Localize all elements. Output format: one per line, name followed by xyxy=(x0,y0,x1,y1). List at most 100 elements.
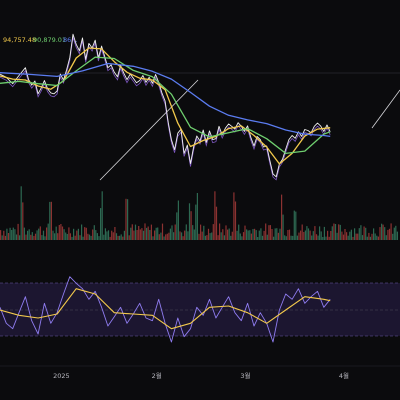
volume-bar xyxy=(330,231,332,240)
volume-bar xyxy=(139,229,141,240)
volume-bar xyxy=(154,230,156,240)
volume-bar xyxy=(22,202,24,240)
rsi-line xyxy=(0,276,331,343)
volume-bar xyxy=(274,228,276,240)
volume-bar xyxy=(3,230,5,240)
volume-bar xyxy=(63,229,65,240)
volume-bar xyxy=(46,227,48,240)
volume-bar xyxy=(42,230,45,240)
trend-line-1[interactable] xyxy=(99,79,199,181)
volume-bar xyxy=(327,230,329,240)
volume-bar xyxy=(198,233,200,240)
volume-bar xyxy=(298,232,300,240)
volume-bar xyxy=(39,226,41,240)
volume-bar xyxy=(185,224,187,240)
volume-bar xyxy=(209,233,211,240)
volume-bar xyxy=(349,231,351,240)
volume-bar xyxy=(4,235,6,240)
rsi-band-fill xyxy=(0,283,400,336)
volume-bar xyxy=(206,235,208,240)
volume-bar xyxy=(61,226,64,240)
volume-bar xyxy=(81,224,83,240)
volume-bar xyxy=(255,230,257,240)
volume-bar xyxy=(360,225,362,240)
volume-bar xyxy=(134,224,137,240)
volume-bar xyxy=(200,224,202,240)
volume-bar xyxy=(120,234,122,240)
volume-bar xyxy=(271,229,273,240)
volume-bar xyxy=(100,208,102,240)
volume-bar xyxy=(203,225,205,240)
volume-bar xyxy=(393,227,395,240)
volume-bar xyxy=(250,233,252,240)
volume-bar xyxy=(284,235,286,240)
volume-bar xyxy=(33,235,35,240)
volume-bar xyxy=(358,228,360,240)
volume-bar xyxy=(242,232,245,240)
volume-bar xyxy=(365,227,367,240)
volume-bar xyxy=(212,224,214,240)
volume-bar xyxy=(287,230,289,240)
volume-bar xyxy=(182,236,184,240)
volume-bar xyxy=(239,233,241,240)
volume-bar xyxy=(230,235,232,240)
volume-bar xyxy=(320,231,322,240)
volume-bar xyxy=(117,235,119,240)
volume-bar xyxy=(14,229,16,240)
volume-bar xyxy=(173,232,175,240)
volume-bar xyxy=(223,235,225,240)
volume-bar xyxy=(277,232,279,240)
volume-bar xyxy=(7,233,10,240)
volume-bar xyxy=(127,199,129,240)
volume-bar xyxy=(295,211,297,240)
volume-bar xyxy=(181,232,183,240)
volume-bar xyxy=(0,230,2,240)
volume-bar xyxy=(227,229,229,240)
volume-bar xyxy=(381,223,383,240)
volume-bar xyxy=(282,214,284,240)
volume-bar xyxy=(149,230,151,240)
volume-bar xyxy=(138,226,140,240)
volume-bar xyxy=(196,193,198,240)
volume-bar xyxy=(369,236,371,240)
volume-bar xyxy=(204,235,206,240)
volume-bar xyxy=(268,225,270,240)
volume-bar xyxy=(130,227,132,240)
volume-bar xyxy=(366,236,368,240)
volume-bar xyxy=(285,236,287,240)
volume-bar xyxy=(36,230,38,240)
volume-bar xyxy=(125,198,127,240)
volume-bar xyxy=(211,232,213,240)
volume-bar xyxy=(104,228,106,240)
volume-bar xyxy=(38,228,40,240)
trend-line-2[interactable] xyxy=(371,89,400,129)
volume-bar xyxy=(333,223,335,240)
volume-bar xyxy=(325,236,327,240)
volume-bar xyxy=(315,234,318,240)
volume-bar xyxy=(176,212,178,240)
volume-bar xyxy=(107,230,110,240)
volume-bar xyxy=(290,235,292,240)
volume-bar xyxy=(342,234,345,240)
volume-bar xyxy=(201,231,203,240)
volume-bar xyxy=(128,235,130,240)
volume-bar xyxy=(82,236,84,240)
x-tick-label: 3월 xyxy=(240,371,250,380)
rsi-series-group xyxy=(0,276,331,343)
volume-bar xyxy=(142,230,145,240)
volume-bar xyxy=(374,233,376,240)
volume-bar xyxy=(169,228,171,240)
volume-bar xyxy=(9,227,11,240)
x-tick-label: 2월 xyxy=(152,371,162,380)
volume-bar xyxy=(160,232,162,240)
volume-bar xyxy=(106,231,108,240)
volume-bar xyxy=(234,201,237,240)
volume-bar xyxy=(74,235,76,240)
volume-bar xyxy=(58,225,60,240)
volume-bar xyxy=(373,228,375,240)
volume-bar xyxy=(254,228,256,240)
volume-bar xyxy=(157,227,159,240)
volume-bar xyxy=(150,224,152,240)
volume-bar xyxy=(217,235,219,240)
